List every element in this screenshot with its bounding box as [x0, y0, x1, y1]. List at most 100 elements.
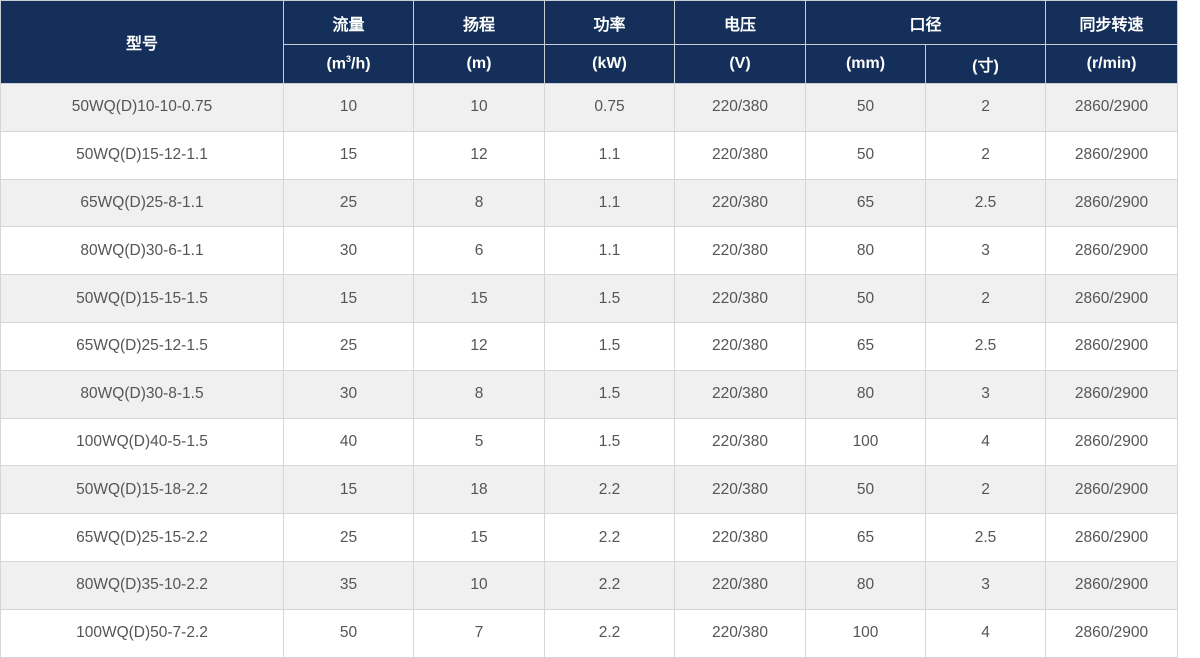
cell-model: 65WQ(D)25-12-1.5 [0, 321, 284, 371]
cell-head: 15 [413, 274, 545, 323]
table-row: 100WQ(D)40-5-1.5 40 5 1.5 220/380 100 4 2860/29… [0, 417, 1179, 467]
cell-voltage: 220/380 [674, 274, 806, 323]
header-head: 扬程 [413, 0, 545, 45]
table-row: 80WQ(D)35-10-2.2 35 10 2.2 220/380 80 3 2860/29… [0, 560, 1179, 610]
cell-diameter-cun: 2 [924, 465, 1047, 515]
cell-diameter-mm: 65 [805, 321, 926, 371]
cell-flow: 30 [283, 369, 414, 419]
cell-head: 8 [413, 178, 545, 228]
cell-head: 7 [413, 608, 545, 658]
cell-diameter-cun: 4 [924, 608, 1047, 658]
cell-head: 12 [413, 130, 545, 180]
cell-voltage: 220/380 [674, 560, 806, 610]
cell-voltage: 220/380 [674, 226, 806, 276]
cell-voltage: 220/380 [674, 369, 806, 419]
cell-model: 80WQ(D)35-10-2.2 [0, 560, 284, 610]
table-row: 65WQ(D)25-15-2.2 25 15 2.2 220/380 65 2.5 2860/… [0, 513, 1179, 562]
cell-diameter-mm: 50 [805, 465, 926, 515]
flow-unit-pre: (m [326, 55, 346, 73]
cell-speed: 2860/2900 [1045, 560, 1179, 610]
cell-head: 15 [413, 513, 545, 562]
header-speed-unit: (r/min) [1045, 44, 1179, 84]
cell-diameter-cun: 2 [924, 274, 1047, 323]
header-diameter-mm: (mm) [805, 44, 926, 84]
table-row: 50WQ(D)10-10-0.75 10 10 0.75 220/380 50 2 2860/… [0, 83, 1179, 132]
cell-head: 5 [413, 417, 545, 467]
header-model: 型号 [0, 0, 284, 84]
cell-power: 1.5 [544, 369, 675, 419]
header-head-unit: (m) [413, 44, 545, 84]
cell-flow: 50 [283, 608, 414, 658]
cell-power: 1.1 [544, 130, 675, 180]
cell-model: 65WQ(D)25-15-2.2 [0, 513, 284, 562]
header-row-2: (m3/h) (m) (kW) (V) (mm) (寸) (r/min) [1, 44, 1179, 84]
cell-voltage: 220/380 [674, 83, 806, 132]
cell-speed: 2860/2900 [1045, 226, 1179, 276]
cell-flow: 30 [283, 226, 414, 276]
cell-diameter-mm: 50 [805, 274, 926, 323]
cell-diameter-mm: 80 [805, 560, 926, 610]
cell-flow: 25 [283, 321, 414, 371]
cell-speed: 2860/2900 [1045, 321, 1179, 371]
cell-head: 18 [413, 465, 545, 515]
cell-head: 10 [413, 560, 545, 610]
cell-flow: 15 [283, 274, 414, 323]
cell-speed: 2860/2900 [1045, 608, 1179, 658]
cell-diameter-mm: 50 [805, 83, 926, 132]
cell-head: 6 [413, 226, 545, 276]
cell-diameter-mm: 100 [805, 608, 926, 658]
cell-diameter-cun: 3 [924, 369, 1047, 419]
header-diameter-cun: (寸) [924, 44, 1047, 84]
cell-voltage: 220/380 [674, 608, 806, 658]
header-flow-unit: (m3/h) [283, 44, 414, 84]
cell-model: 65WQ(D)25-8-1.1 [0, 178, 284, 228]
cell-power: 1.5 [544, 417, 675, 467]
cell-model: 100WQ(D)40-5-1.5 [0, 417, 284, 467]
cell-speed: 2860/2900 [1045, 274, 1179, 323]
cell-power: 1.5 [544, 274, 675, 323]
cell-diameter-cun: 2.5 [924, 178, 1047, 228]
cell-model: 50WQ(D)15-18-2.2 [0, 465, 284, 515]
header-flow: 流量 [283, 0, 414, 45]
table-row: 50WQ(D)15-15-1.5 15 15 1.5 220/380 50 2 2860/29… [0, 274, 1179, 323]
cell-model: 50WQ(D)10-10-0.75 [0, 83, 284, 132]
table-row: 50WQ(D)15-12-1.1 15 12 1.1 220/380 50 2 2860/29… [0, 130, 1179, 180]
table-row: 80WQ(D)30-6-1.1 30 6 1.1 220/380 80 3 2860/2900 [0, 226, 1179, 276]
cell-flow: 15 [283, 130, 414, 180]
cell-flow: 35 [283, 560, 414, 610]
cell-power: 2.2 [544, 560, 675, 610]
header-voltage-unit: (V) [674, 44, 806, 84]
cell-diameter-cun: 2 [924, 83, 1047, 132]
cell-diameter-cun: 3 [924, 226, 1047, 276]
cell-power: 2.2 [544, 465, 675, 515]
header-diameter: 口径 [804, 0, 1047, 45]
header-speed: 同步转速 [1045, 0, 1179, 45]
table-row: 65WQ(D)25-12-1.5 25 12 1.5 220/380 65 2.5 2860/… [0, 321, 1179, 371]
cell-speed: 2860/2900 [1045, 513, 1179, 562]
cell-speed: 2860/2900 [1045, 417, 1179, 467]
cell-power: 0.75 [544, 83, 675, 132]
table-row: 80WQ(D)30-8-1.5 30 8 1.5 220/380 80 3 2860/2900 [0, 369, 1179, 419]
header-voltage: 电压 [674, 0, 806, 45]
cell-diameter-mm: 80 [805, 369, 926, 419]
cell-power: 2.2 [544, 608, 675, 658]
cell-voltage: 220/380 [674, 130, 806, 180]
cell-voltage: 220/380 [674, 513, 806, 562]
cell-diameter-mm: 80 [805, 226, 926, 276]
cell-flow: 10 [283, 83, 414, 132]
flow-unit-post: /h) [351, 55, 371, 73]
cell-flow: 25 [283, 178, 414, 228]
table-body: 50WQ(D)10-10-0.75 10 10 0.75 220/380 50 2 2860/… [0, 83, 1179, 658]
cell-voltage: 220/380 [674, 417, 806, 467]
cell-head: 12 [413, 321, 545, 371]
cell-speed: 2860/2900 [1045, 83, 1179, 132]
cell-power: 1.1 [544, 226, 675, 276]
cell-model: 80WQ(D)30-8-1.5 [0, 369, 284, 419]
cell-power: 1.5 [544, 321, 675, 371]
cell-flow: 40 [283, 417, 414, 467]
cell-model: 80WQ(D)30-6-1.1 [0, 226, 284, 276]
cell-voltage: 220/380 [674, 178, 806, 228]
cell-head: 10 [413, 83, 545, 132]
cell-flow: 15 [283, 465, 414, 515]
